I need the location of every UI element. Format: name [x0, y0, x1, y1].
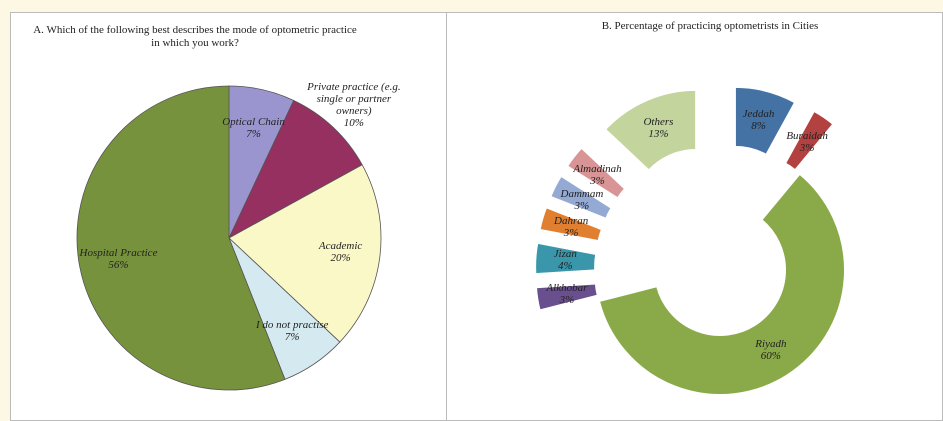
label-name: Dahran — [554, 214, 589, 227]
label-value: 3% — [559, 294, 575, 307]
label-name: Buraidah — [786, 129, 828, 142]
data-label: Others 13% — [643, 116, 673, 140]
slice — [597, 172, 846, 396]
slice — [549, 174, 614, 221]
label-name: Hospital Practice — [79, 247, 158, 260]
label-name: Dammam — [560, 187, 604, 200]
slice — [534, 282, 599, 312]
label-value: 7% — [284, 331, 300, 344]
label-name: Riyadh — [755, 338, 787, 351]
slice — [783, 109, 835, 172]
data-label: Jeddah 8% — [743, 108, 775, 132]
chart-title: A. Which of the following best describes… — [33, 24, 357, 49]
slice — [228, 99, 363, 239]
label-value: 3% — [590, 174, 605, 187]
label-name: Almadinah — [573, 162, 622, 175]
data-label: Buraidah 3% — [786, 130, 828, 154]
chart-title: B. Percentage of practicing optometrists… — [601, 20, 819, 32]
data-label: Hospital Practice 56% — [80, 247, 158, 271]
label-value: 13% — [648, 127, 669, 140]
label-value: 3% — [574, 199, 590, 212]
slice — [733, 85, 797, 157]
data-label: Optical Chain 7% — [222, 116, 285, 140]
slice — [76, 85, 286, 391]
label-value: 8% — [751, 119, 766, 132]
label-value: 60% — [760, 350, 781, 363]
data-label: Jizan 4% — [554, 248, 577, 272]
label-name: Private practice (e.g. single or partner… — [307, 81, 401, 118]
data-label: Private practice (e.g. single or partner… — [306, 81, 401, 129]
label-value: 10% — [343, 117, 364, 130]
label-value: 3% — [563, 226, 579, 239]
label-value: 7% — [246, 128, 261, 141]
data-label: Dammam 3% — [561, 188, 604, 212]
label-name: Jeddah — [742, 107, 775, 120]
data-label: Almadinah 3% — [573, 163, 621, 187]
slice — [538, 205, 604, 243]
label-name: Academic — [318, 240, 363, 253]
label-name: Optical Chain — [222, 116, 285, 129]
data-label: I do not practise 7% — [256, 319, 328, 343]
label-value: 4% — [557, 260, 573, 273]
label-name: I do not practise — [256, 319, 329, 332]
slice — [603, 88, 698, 172]
label-value: 3% — [799, 141, 815, 154]
data-label: Alkhobar 3% — [546, 282, 587, 306]
data-label: Dahran 3% — [554, 215, 588, 239]
label-value: 56% — [108, 259, 129, 272]
label-name: Others — [643, 115, 674, 128]
label-name: Alkhobar — [546, 282, 588, 295]
slice — [534, 241, 598, 276]
label-value: 20% — [330, 252, 351, 265]
slice — [565, 146, 627, 200]
data-label: Academic 20% — [319, 240, 362, 264]
slice — [228, 164, 382, 343]
label-name: Jizan — [553, 248, 577, 261]
data-label: Riyadh 60% — [755, 338, 786, 362]
